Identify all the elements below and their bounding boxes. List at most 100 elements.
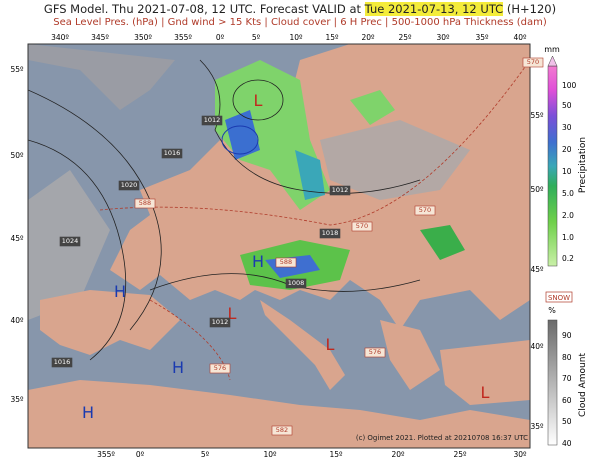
cloud-unit: % (548, 306, 556, 315)
latitude-label: 50º (10, 151, 24, 160)
isobar-label: 1012 (212, 318, 229, 326)
isobar-label: 1024 (62, 237, 79, 245)
isobar (232, 79, 284, 121)
longitude-label: 0º (136, 450, 145, 459)
isobar-label: 1012 (204, 116, 221, 124)
longitude-label: 25º (453, 450, 467, 459)
isobar-label: 1020 (121, 181, 138, 189)
map-frame (27, 43, 531, 449)
cloud (28, 44, 175, 110)
isobar-label-box (329, 185, 351, 196)
longitude-label: 355º (97, 450, 115, 459)
longitude-label: 30º (513, 450, 527, 459)
thickness-line (99, 59, 530, 226)
snow-box (545, 291, 573, 303)
precip-unit: mm (544, 45, 560, 54)
thickness-label: 588 (280, 258, 292, 266)
isobar-label-box (51, 357, 73, 368)
cloud-tick-label: 50 (562, 417, 572, 426)
isobar-label: 1008 (288, 279, 305, 287)
cloud-title: Cloud Amount (578, 353, 588, 417)
isobar-label-box (285, 278, 307, 289)
latitude-label: 55º (10, 65, 24, 74)
longitude-label: 15º (329, 450, 343, 459)
latitude-label: 40º (10, 316, 24, 325)
precip-tick-label: 2.0 (562, 211, 574, 220)
thickness-label: 582 (276, 426, 288, 434)
precip-tick-label: 100 (562, 81, 577, 90)
map-area (28, 44, 530, 448)
latitude-label: 45º (10, 234, 24, 243)
longitude-label: 40º (513, 33, 527, 42)
isobar-label-box (59, 236, 81, 247)
isobar-label-box (209, 317, 231, 328)
land (380, 320, 440, 390)
isobar-label: 1012 (332, 186, 349, 194)
precip-tick-label: 5.0 (562, 189, 574, 198)
pressure-center: H (82, 403, 94, 422)
precip-tick-label: 10 (562, 167, 572, 176)
pressure-center: L (228, 304, 237, 323)
header: GFS Model. Thu 2021-07-08, 12 UTC. Forec… (0, 2, 600, 16)
thickness-label-box (209, 363, 231, 374)
longitude-label: 20º (361, 33, 375, 42)
latitude-label: 35º (530, 422, 544, 431)
cloud (320, 120, 470, 200)
latitude-label: 45º (530, 265, 544, 274)
longitude-label: 355º (174, 33, 192, 42)
thickness-label: 588 (139, 199, 151, 207)
precip-title: Precipitation (578, 137, 588, 193)
land (260, 300, 345, 390)
longitude-label: 30º (436, 33, 450, 42)
isobar-label-box (201, 115, 223, 126)
isobar-label: 1016 (54, 358, 71, 366)
longitude-label: 10º (289, 33, 303, 42)
pressure-center: L (481, 383, 490, 402)
cloud-tick-label: 40 (562, 439, 572, 448)
valid-time: Tue 2021-07-13, 12 UTC (364, 2, 504, 16)
pressure-center: L (254, 91, 263, 110)
thickness-label-box (414, 205, 436, 216)
longitude-label: 20º (391, 450, 405, 459)
subtitle: Sea Level Pres. (hPa) | Gnd wind > 15 Kt… (53, 17, 547, 28)
longitude-label: 350º (134, 33, 152, 42)
longitude-label: 25º (398, 33, 412, 42)
isobar-label-box (319, 228, 341, 239)
latitude-label: 55º (530, 111, 544, 120)
title: GFS Model. Thu 2021-07-08, 12 UTC. Forec… (43, 2, 362, 16)
precip-tick-label: 30 (562, 123, 572, 132)
longitude-label: 340º (51, 33, 69, 42)
cloud-tick-label: 90 (562, 331, 572, 340)
cloud-tick-label: 70 (562, 374, 572, 383)
longitude-label: 10º (263, 450, 277, 459)
cloud-colorbar (547, 319, 558, 446)
latitude-label: 35º (10, 395, 24, 404)
credit: (c) Ogimet 2021. Plotted at 20210708 16:… (356, 434, 528, 442)
land (440, 340, 530, 405)
longitude-label: 35º (475, 33, 489, 42)
lead-time: (H+120) (506, 2, 557, 16)
thickness-label: 576 (369, 348, 381, 356)
thickness-label-box (134, 198, 156, 209)
precip-tick-label: 20 (562, 145, 572, 154)
land (40, 290, 180, 355)
thickness-label: 570 (419, 206, 431, 214)
snow-label: SNOW (548, 294, 570, 302)
pressure-center: L (326, 335, 335, 354)
thickness-label-box (271, 425, 293, 436)
thickness-label-box (351, 221, 373, 232)
pressure-center: H (172, 358, 184, 377)
pressure-center: H (114, 282, 126, 301)
latitude-label: 50º (530, 185, 544, 194)
longitude-label: 345º (91, 33, 109, 42)
longitude-label: 0º (216, 33, 225, 42)
precip-tick-label: 1.0 (562, 233, 574, 242)
isobar (199, 59, 421, 194)
colorbar-arrow (547, 55, 558, 67)
cloud-tick-label: 80 (562, 353, 572, 362)
thickness-label-box (522, 57, 544, 68)
isobar-label-box (161, 148, 183, 159)
precipitation (350, 90, 395, 125)
